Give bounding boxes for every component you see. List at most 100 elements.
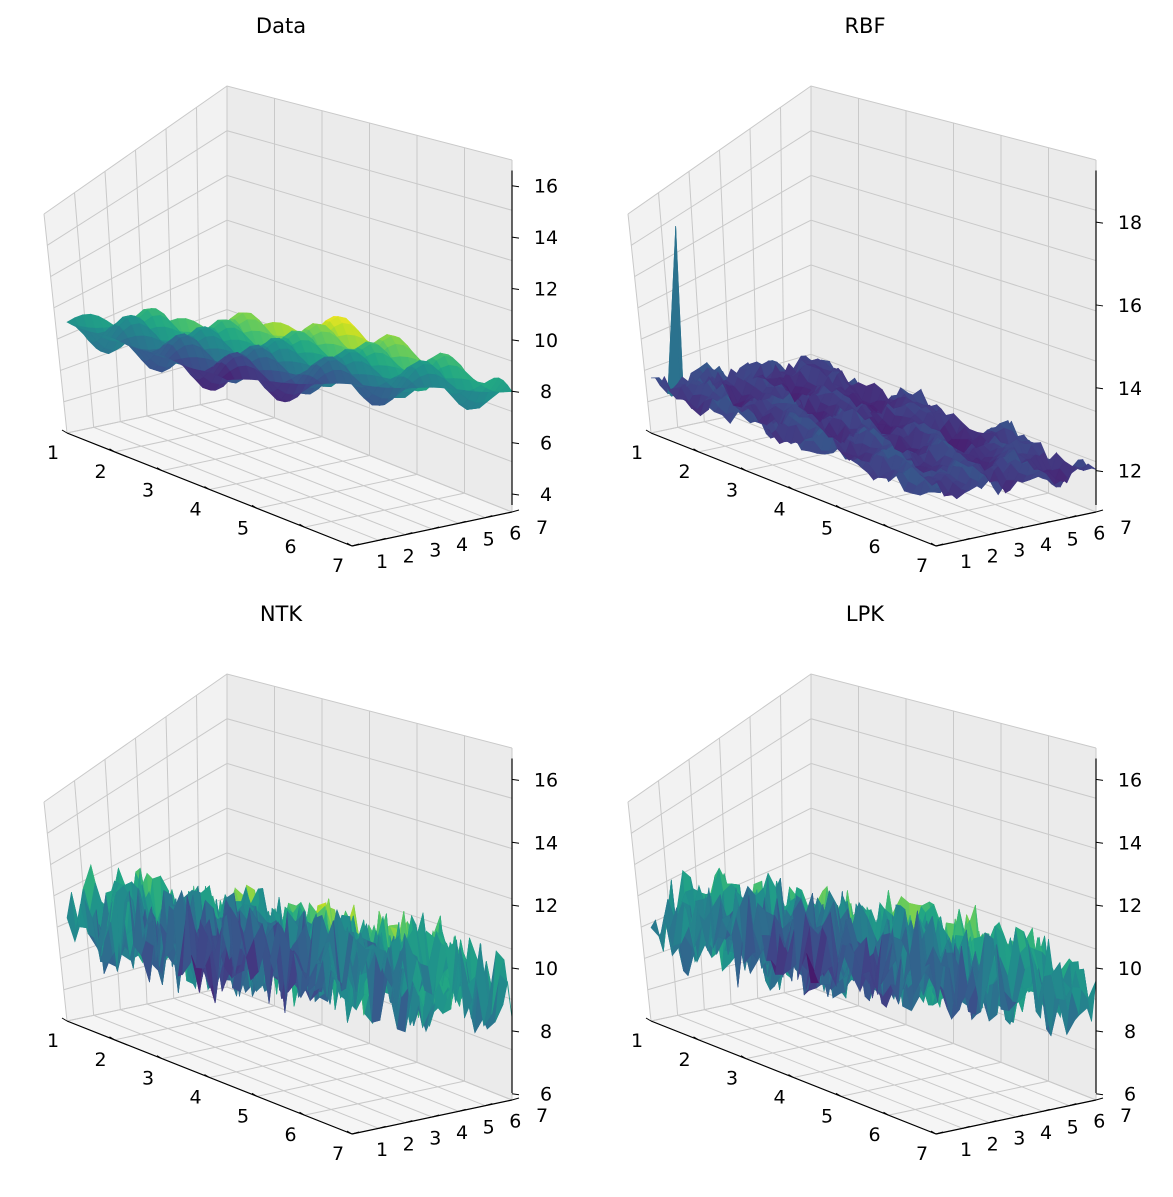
x-tick <box>156 467 163 472</box>
y-tick <box>511 509 520 513</box>
y-tick-label: 1 <box>376 1139 388 1161</box>
z-tick <box>511 287 520 290</box>
x-tick-label: 1 <box>631 442 643 464</box>
grid-line <box>104 171 121 422</box>
z-tick <box>511 1030 520 1033</box>
z-tick-label: 6 <box>540 433 552 455</box>
x-tick-label: 2 <box>678 461 690 483</box>
y-tick-label: 1 <box>960 551 972 573</box>
y-tick-label: 6 <box>509 523 521 545</box>
grid-line <box>644 309 1097 412</box>
x-tick <box>346 542 353 547</box>
z-tick <box>1095 387 1104 390</box>
x-tick-label: 5 <box>237 1105 249 1127</box>
grid-line <box>66 398 513 513</box>
z-tick <box>511 339 520 342</box>
x-tick <box>109 448 115 453</box>
y-tick-label: 2 <box>403 545 415 567</box>
grid-line <box>74 192 95 428</box>
grid-line <box>634 174 1097 278</box>
z-tick <box>511 390 520 393</box>
z-tick <box>1095 304 1104 307</box>
grid-line <box>640 264 1097 362</box>
x-tick-label: 3 <box>726 480 738 502</box>
y-tick-label: 7 <box>536 1105 548 1127</box>
surface-facet <box>498 384 513 393</box>
z-tick-label: 18 <box>1118 212 1142 234</box>
y-tick-label: 2 <box>403 1133 415 1155</box>
z-tick-label: 10 <box>534 958 558 980</box>
z-tick-label: 4 <box>540 484 552 506</box>
y-tick-label: 2 <box>987 545 999 567</box>
y-tick-label: 4 <box>456 534 468 556</box>
surface <box>650 226 1097 500</box>
z-tick-label: 6 <box>540 1084 552 1106</box>
y-tick <box>485 515 493 519</box>
y-tick-label: 5 <box>1067 528 1079 550</box>
z-tick <box>511 236 520 239</box>
y-tick-label: 4 <box>1040 534 1052 556</box>
x-tick <box>299 523 305 528</box>
y-tick <box>378 537 386 541</box>
y-tick-label: 5 <box>483 528 495 550</box>
y-tick-label: 7 <box>536 517 548 539</box>
z-tick <box>511 841 520 844</box>
x-tick-label: 3 <box>142 1068 154 1090</box>
grid-line <box>637 219 1097 312</box>
z-tick <box>1095 470 1104 473</box>
z-tick-label: 10 <box>534 330 558 352</box>
grid-line <box>780 107 785 405</box>
x-tick-label: 6 <box>284 1124 296 1146</box>
z-tick <box>511 778 520 781</box>
z-tick <box>511 1093 520 1096</box>
y-tick-label: 6 <box>509 1111 521 1133</box>
z-tick-label: 12 <box>534 895 558 917</box>
x-tick-label: 3 <box>142 480 154 502</box>
x-tick-label: 1 <box>47 442 59 464</box>
z-tick-label: 14 <box>534 832 558 854</box>
grid-line <box>53 219 513 312</box>
x-tick-label: 6 <box>284 536 296 558</box>
grid-line <box>627 213 652 434</box>
x-tick-label: 7 <box>332 555 344 577</box>
z-tick <box>511 904 520 907</box>
y-tick-label: 3 <box>429 540 441 562</box>
x-tick-label: 7 <box>916 555 928 577</box>
grid-line <box>135 149 148 417</box>
z-tick-label: 16 <box>534 769 558 791</box>
z-tick <box>511 967 520 970</box>
x-tick-label: 4 <box>189 499 201 521</box>
subplot-title: Data <box>256 14 306 38</box>
z-tick <box>511 442 520 445</box>
y-tick-label: 7 <box>1120 517 1132 539</box>
grid-line <box>719 149 732 417</box>
grid-line <box>43 213 68 434</box>
x-tick-label: 4 <box>773 499 785 521</box>
y-tick <box>431 526 440 530</box>
x-tick-label: 2 <box>94 461 106 483</box>
y-tick <box>351 543 360 547</box>
grid-line <box>47 130 513 246</box>
z-tick-label: 12 <box>534 278 558 300</box>
y-tick <box>405 532 413 536</box>
y-tick <box>1095 509 1104 513</box>
z-tick-label: 12 <box>1118 461 1142 483</box>
x-tick-label: 1 <box>47 1030 59 1052</box>
subplot-title: RBF <box>844 14 885 38</box>
z-tick <box>511 493 520 496</box>
grid-line <box>50 174 513 278</box>
subplot-title: NTK <box>260 602 304 626</box>
z-tick-label: 16 <box>534 176 558 198</box>
y-tick-label: 3 <box>429 1128 441 1150</box>
z-tick-label: 14 <box>534 227 558 249</box>
y-tick-label: 4 <box>456 1122 468 1144</box>
x-tick-label: 4 <box>189 1087 201 1109</box>
x-tick-label: 5 <box>821 517 833 539</box>
z-tick <box>511 185 520 188</box>
x-tick-label: 7 <box>332 1143 344 1165</box>
x-tick-label: 2 <box>94 1049 106 1071</box>
